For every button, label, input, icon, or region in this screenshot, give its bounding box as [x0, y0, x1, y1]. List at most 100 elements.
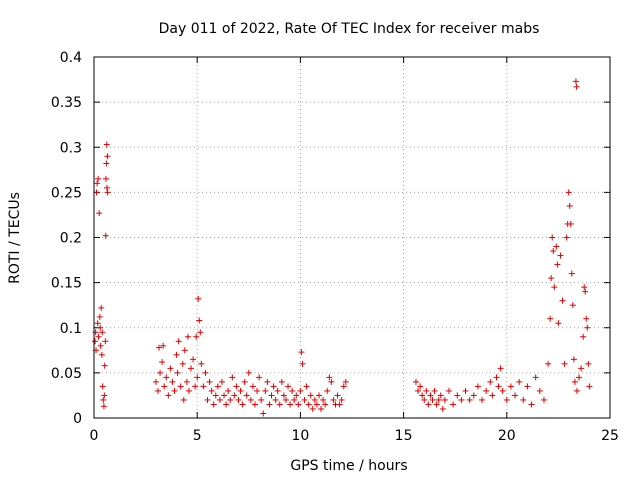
- data-point: [174, 369, 181, 376]
- data-point: [214, 383, 221, 390]
- data-point: [299, 360, 306, 367]
- data-point: [554, 261, 561, 268]
- data-point: [295, 401, 302, 408]
- data-point: [291, 396, 298, 403]
- data-point: [528, 401, 535, 408]
- plot-frame: [93, 56, 611, 419]
- y-tick-label: 0.35: [51, 95, 82, 111]
- data-point: [458, 396, 465, 403]
- data-point: [190, 356, 197, 363]
- data-point: [175, 338, 182, 345]
- data-point: [103, 141, 110, 148]
- data-point: [100, 396, 107, 403]
- data-point: [237, 387, 244, 394]
- data-point: [322, 401, 329, 408]
- data-point: [287, 401, 294, 408]
- data-point: [98, 351, 105, 358]
- data-point: [545, 360, 552, 367]
- data-point: [548, 275, 555, 282]
- data-point: [454, 392, 461, 399]
- data-point: [233, 383, 240, 390]
- data-point: [101, 392, 108, 399]
- data-point: [101, 362, 108, 369]
- data-point: [573, 83, 580, 90]
- data-point: [566, 202, 573, 209]
- data-point: [293, 392, 300, 399]
- grid-lines: [94, 57, 610, 418]
- data-point: [218, 378, 225, 385]
- data-point: [441, 396, 448, 403]
- data-point: [431, 387, 438, 394]
- data-point: [165, 392, 172, 399]
- data-point: [181, 347, 188, 354]
- data-point: [163, 374, 170, 381]
- data-point: [338, 396, 345, 403]
- data-point: [212, 392, 219, 399]
- data-point: [497, 365, 504, 372]
- data-point: [301, 396, 308, 403]
- data-point: [177, 383, 184, 390]
- data-point: [429, 396, 436, 403]
- data-point: [450, 401, 457, 408]
- data-point: [570, 356, 577, 363]
- data-point: [559, 297, 566, 304]
- data-point: [276, 401, 283, 408]
- data-point: [419, 392, 426, 399]
- data-point: [96, 210, 103, 217]
- data-point: [584, 324, 591, 331]
- data-point: [433, 401, 440, 408]
- data-point: [152, 378, 159, 385]
- data-point: [97, 324, 104, 331]
- data-point: [553, 243, 560, 250]
- data-point: [298, 349, 305, 356]
- data-point: [221, 392, 228, 399]
- y-axis-label: ROTI / TECUs: [7, 192, 23, 284]
- y-tick-label: 0.2: [60, 231, 82, 247]
- data-point: [157, 369, 164, 376]
- data-point: [462, 387, 469, 394]
- data-point: [516, 378, 523, 385]
- data-point: [92, 338, 99, 345]
- data-point: [285, 383, 292, 390]
- data-point: [102, 175, 109, 182]
- data-point: [474, 383, 481, 390]
- data-point: [262, 387, 269, 394]
- data-point: [266, 401, 273, 408]
- data-point: [311, 396, 318, 403]
- data-point: [256, 374, 263, 381]
- data-point: [206, 378, 213, 385]
- data-point: [499, 387, 506, 394]
- data-point: [97, 342, 104, 349]
- data-point: [197, 329, 204, 336]
- data-point: [103, 160, 110, 167]
- data-point: [195, 295, 202, 302]
- x-tick-label: 20: [498, 428, 516, 444]
- data-point: [437, 392, 444, 399]
- data-point: [239, 401, 246, 408]
- data-point: [571, 378, 578, 385]
- data-point: [489, 392, 496, 399]
- data-point: [435, 396, 442, 403]
- data-point: [586, 383, 593, 390]
- data-point: [495, 383, 502, 390]
- data-point: [289, 387, 296, 394]
- data-point: [204, 396, 211, 403]
- data-point: [466, 396, 473, 403]
- data-point: [536, 387, 543, 394]
- x-tick-label: 15: [395, 428, 413, 444]
- data-point: [210, 401, 217, 408]
- x-tick-label: 5: [193, 428, 202, 444]
- data-point: [483, 387, 490, 394]
- y-tick-label: 0: [73, 411, 82, 427]
- y-tick-label: 0.15: [51, 276, 82, 292]
- data-point: [532, 374, 539, 381]
- data-point: [160, 342, 167, 349]
- data-point: [202, 369, 209, 376]
- chart-title: Day 011 of 2022, Rate Of TEC Index for r…: [159, 21, 540, 37]
- data-point: [565, 189, 572, 196]
- data-point: [198, 360, 205, 367]
- data-point: [184, 333, 191, 340]
- data-point: [493, 374, 500, 381]
- axes: 0 5 10 15 20 25 0 0.05 0.1 0.15 0.2 0.25 0.3 0.35 0.4: [51, 50, 619, 444]
